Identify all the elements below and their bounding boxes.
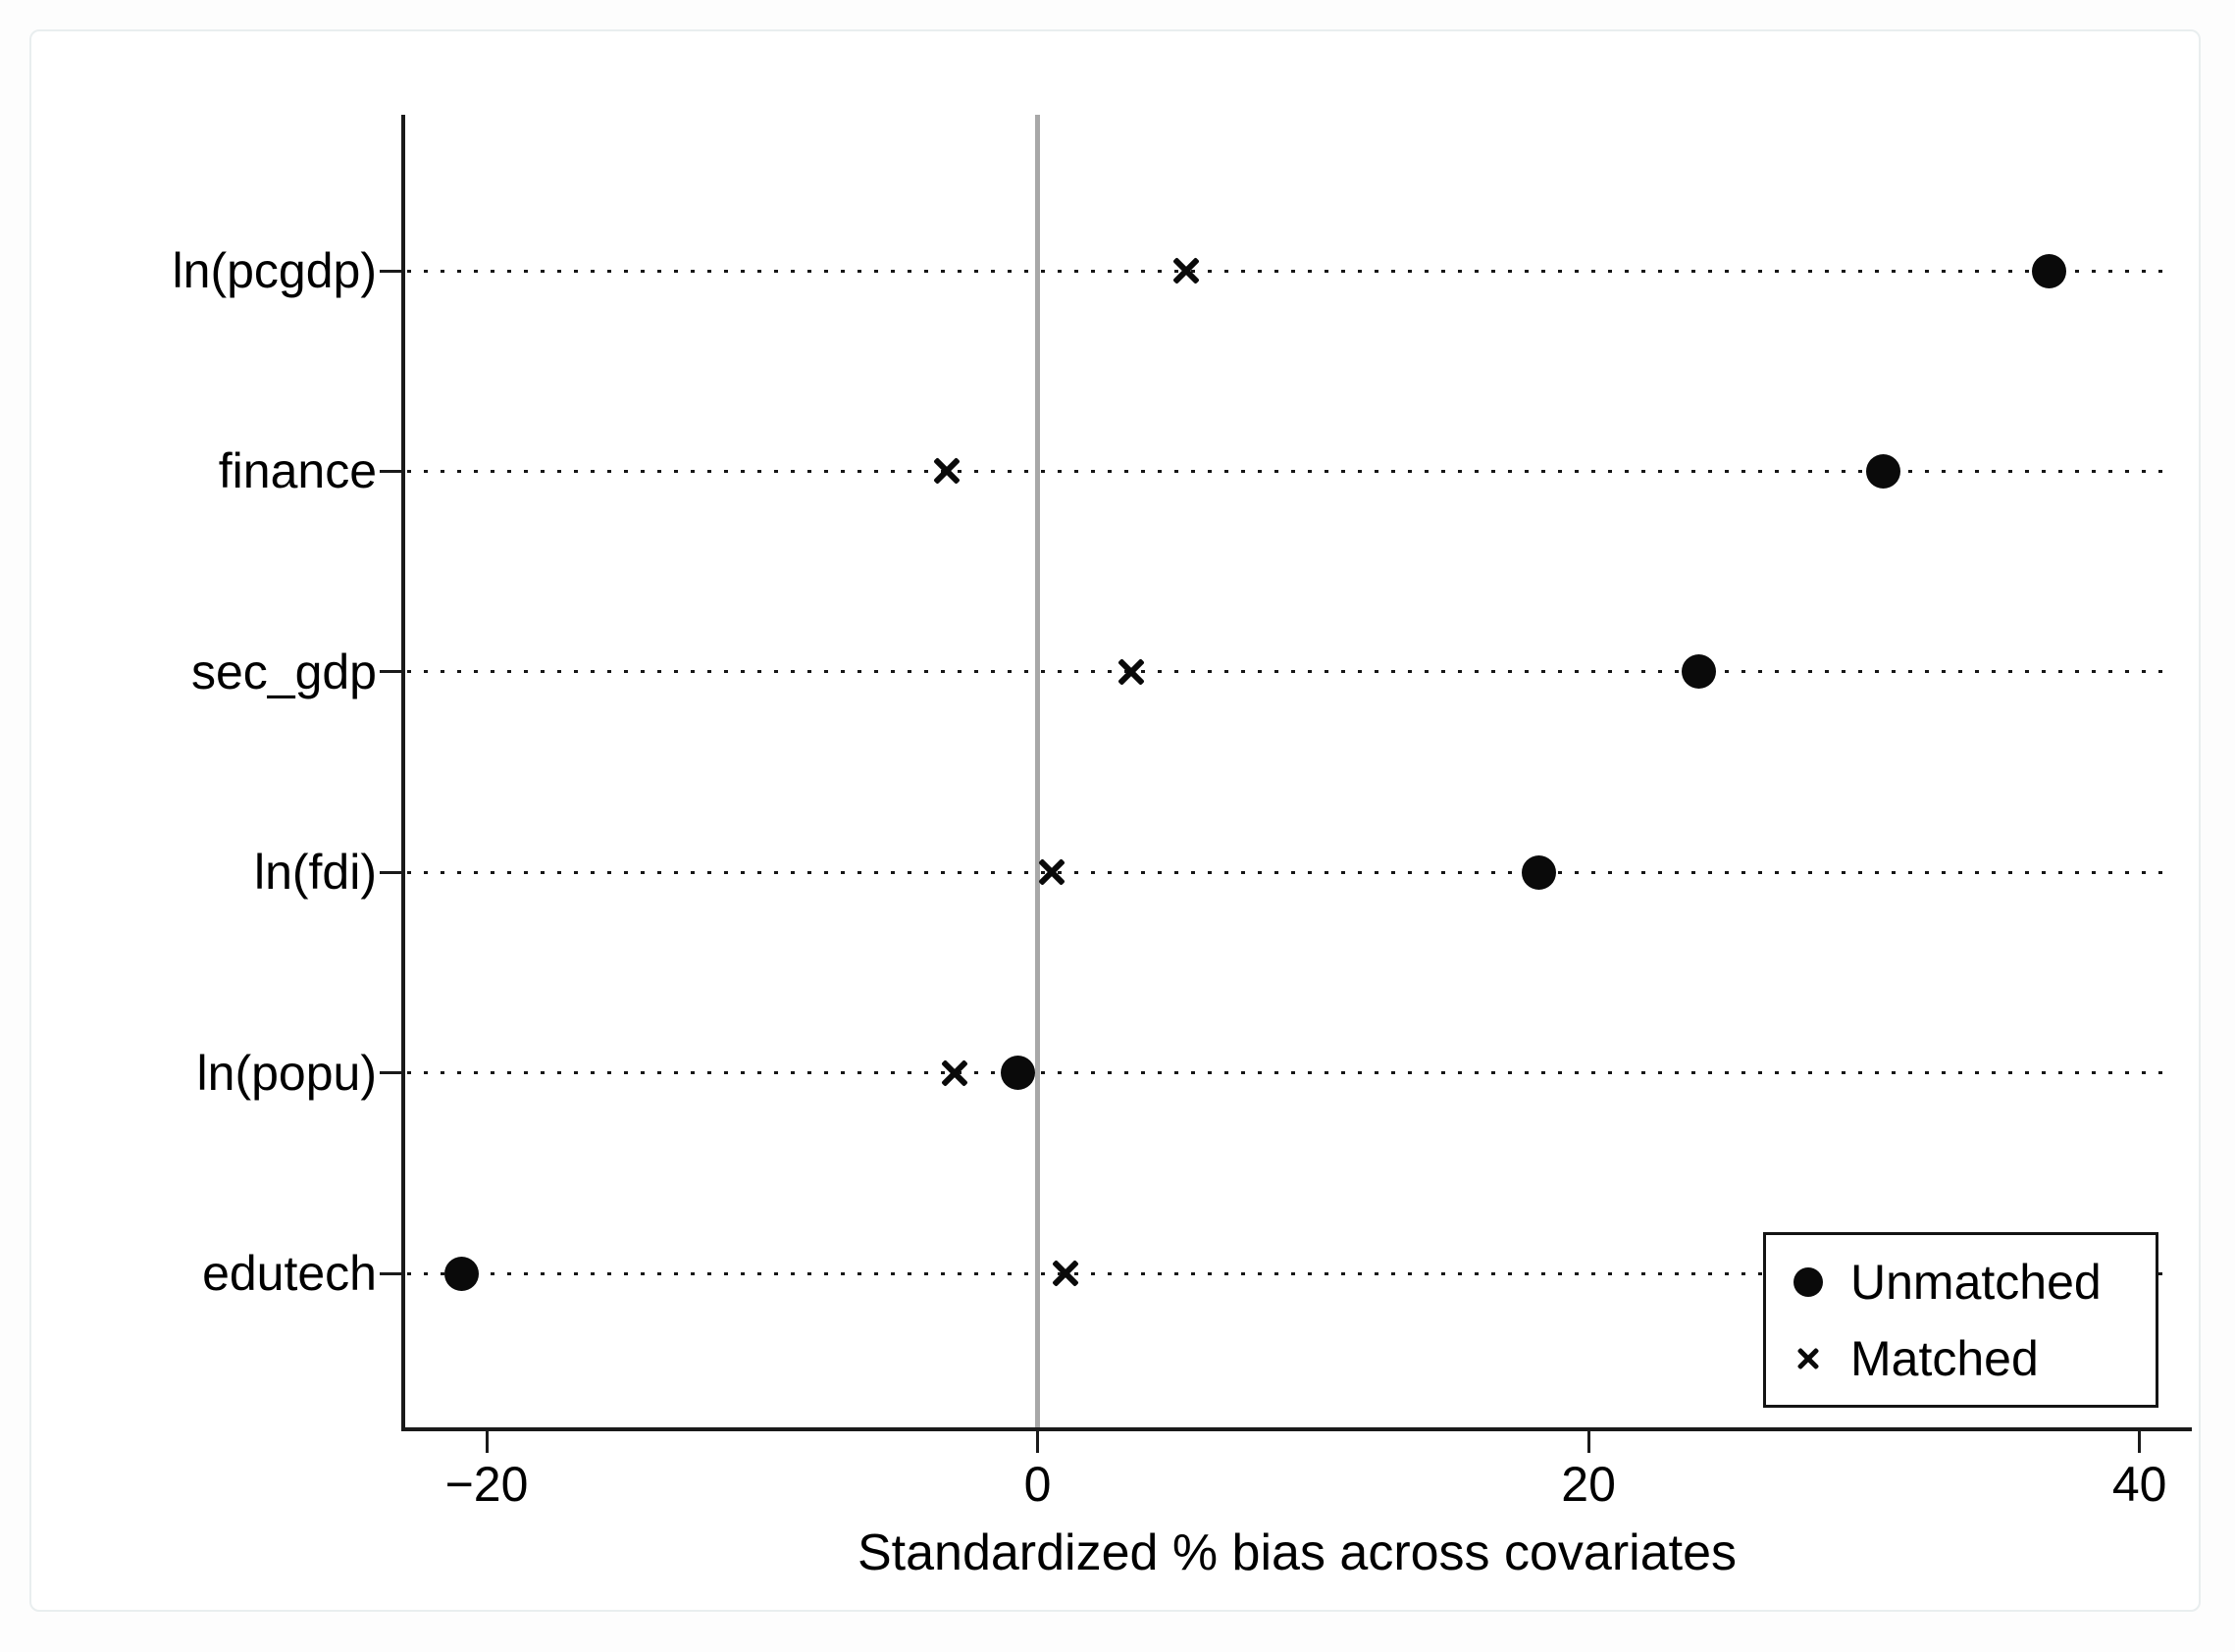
legend-entry-unmatched: Unmatched <box>1766 1248 2156 1316</box>
legend-marker-cell <box>1766 1266 1850 1297</box>
y-axis-tick <box>380 469 401 473</box>
y-category-label-finance: finance <box>218 443 377 499</box>
row-leader-line <box>407 670 2163 674</box>
row-leader-line <box>407 469 2163 473</box>
x-tick-label: −20 <box>444 1457 529 1512</box>
unmatched-marker <box>1001 1056 1036 1091</box>
y-category-label-ln-popu: ln(popu) <box>196 1045 377 1101</box>
row-leader-line <box>407 1271 2163 1275</box>
row-leader-line <box>407 269 2163 273</box>
zero-reference-line <box>1035 115 1041 1427</box>
x-axis-title: Standardized % bias across covariates <box>857 1524 1737 1581</box>
legend-entry-matched: Matched <box>1766 1324 2156 1393</box>
x-axis-tick <box>2138 1431 2142 1453</box>
x-tick-label: 20 <box>1561 1457 1616 1512</box>
plot-card: Standardized % bias across covariates ln… <box>29 29 2201 1612</box>
legend-box: Unmatched Matched <box>1763 1232 2158 1408</box>
y-axis-tick <box>380 870 401 874</box>
unmatched-marker <box>2031 253 2066 288</box>
x-axis-tick <box>1586 1431 1590 1453</box>
x-axis-tick <box>485 1431 489 1453</box>
circle-marker-icon <box>1793 1266 1823 1297</box>
matched-marker <box>940 1058 969 1088</box>
unmatched-marker <box>444 1256 480 1291</box>
legend-label-unmatched: Unmatched <box>1850 1254 2102 1310</box>
unmatched-marker <box>1866 453 1901 489</box>
x-axis-line <box>401 1427 2192 1431</box>
y-axis-tick <box>380 269 401 273</box>
x-marker-icon <box>1796 1347 1820 1370</box>
y-axis-tick <box>380 1071 401 1075</box>
legend-label-matched: Matched <box>1850 1330 2039 1386</box>
y-category-label-ln-fdi: ln(fdi) <box>253 845 377 901</box>
row-leader-line <box>407 870 2163 874</box>
matched-marker <box>1117 657 1146 687</box>
matched-marker <box>1037 857 1066 887</box>
unmatched-marker <box>1522 854 1557 890</box>
y-axis-tick <box>380 1271 401 1275</box>
y-category-label-sec-gdp: sec_gdp <box>190 644 377 699</box>
y-category-label-edutech: edutech <box>202 1246 377 1301</box>
matched-marker <box>1171 256 1201 285</box>
matched-marker <box>932 456 962 486</box>
x-tick-label: 0 <box>1023 1457 1052 1512</box>
x-axis-tick <box>1036 1431 1040 1453</box>
y-axis-tick <box>380 670 401 674</box>
y-axis-line <box>401 115 405 1431</box>
unmatched-marker <box>1681 654 1716 690</box>
matched-marker <box>1051 1259 1080 1288</box>
y-category-label-ln-pcgdp: ln(pcgdp) <box>172 243 377 298</box>
row-leader-line <box>407 1071 2163 1075</box>
legend-marker-cell <box>1766 1347 1850 1370</box>
x-tick-label: 40 <box>2111 1457 2167 1512</box>
